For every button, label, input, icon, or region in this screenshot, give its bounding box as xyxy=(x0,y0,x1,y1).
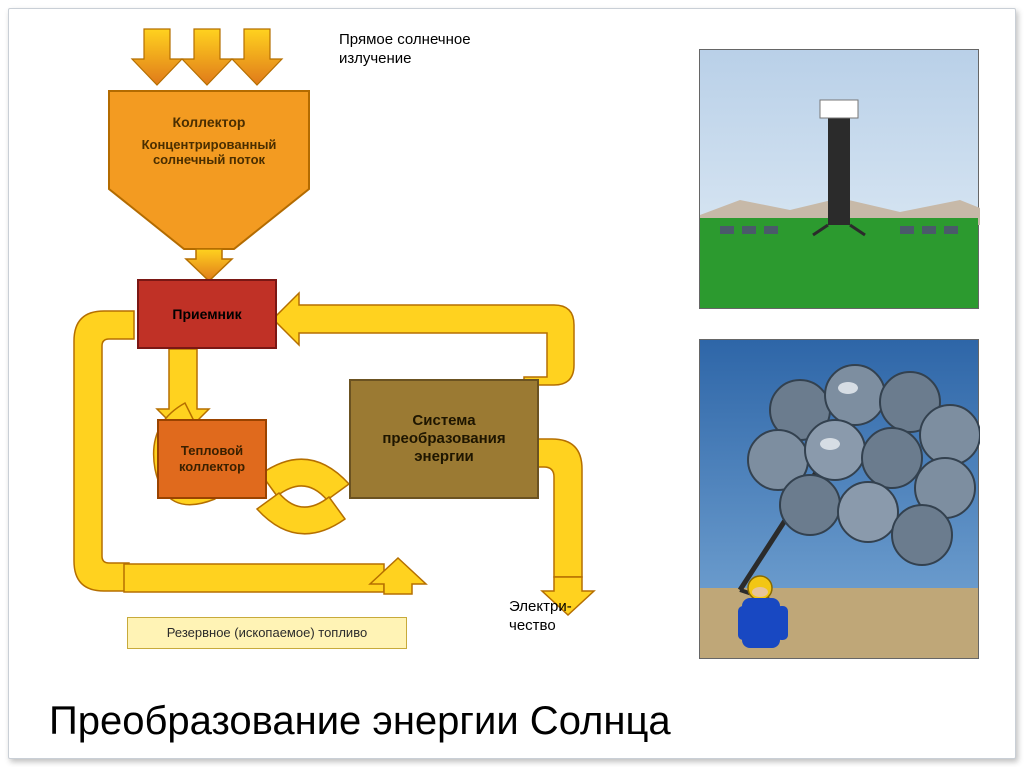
electricity-text: Электри- чество xyxy=(509,598,572,634)
thermal-collector-label: Тепловой коллектор xyxy=(163,443,261,474)
node-reserve-fuel: Резервное (ископаемое) топливо xyxy=(127,617,407,649)
collector-title: Коллектор xyxy=(173,114,246,131)
label-electricity: Электри- чество xyxy=(509,579,599,635)
tower-icon xyxy=(700,50,980,310)
collector-subtitle: Концентрированный солнечный поток xyxy=(113,137,305,168)
photo-dish-array xyxy=(699,339,979,659)
diagram: Коллектор Концентрированный солнечный по… xyxy=(49,19,649,659)
label-direct-radiation: Прямое солнечное излучение xyxy=(339,31,489,69)
reserve-fuel-label: Резервное (ископаемое) топливо xyxy=(167,625,367,641)
node-conversion-system: Система преобразования энергии xyxy=(349,379,539,499)
conversion-system-label: Система преобразования энергии xyxy=(355,412,533,466)
worker-icon xyxy=(738,576,788,648)
node-collector: Коллектор Концентрированный солнечный по… xyxy=(109,91,309,191)
slide: Коллектор Концентрированный солнечный по… xyxy=(8,8,1016,759)
solar-arrows xyxy=(132,29,282,85)
node-thermal-collector: Тепловой коллектор xyxy=(157,419,267,499)
title-text: Преобразование энергии Солнца xyxy=(49,699,671,743)
page-title: Преобразование энергии Солнца xyxy=(49,699,671,744)
node-receiver: Приемник xyxy=(137,279,277,349)
dish-array-icon xyxy=(700,340,980,660)
photo-solar-tower xyxy=(699,49,979,309)
direct-radiation-text: Прямое солнечное излучение xyxy=(339,31,471,67)
receiver-label: Приемник xyxy=(172,306,241,323)
